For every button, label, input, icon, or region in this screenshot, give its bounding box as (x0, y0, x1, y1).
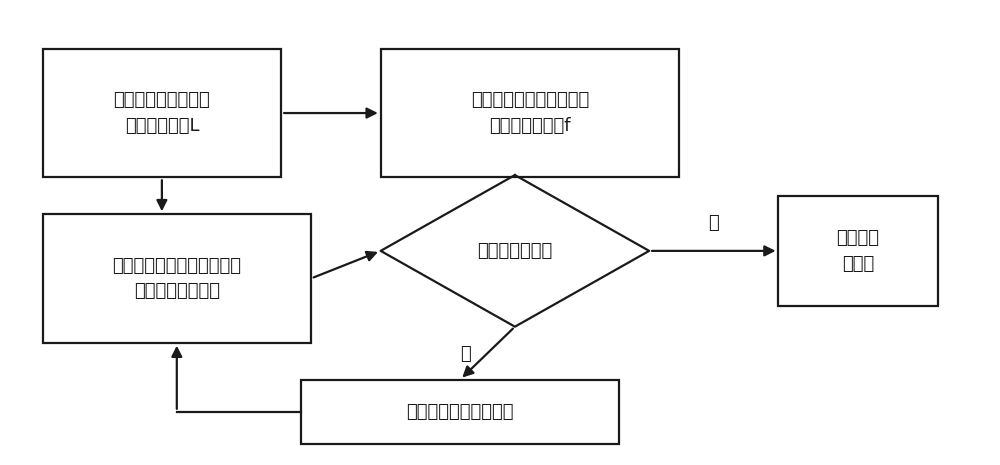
FancyBboxPatch shape (301, 379, 619, 444)
Text: 轮检测: 轮检测 (842, 254, 874, 272)
Text: 否: 否 (708, 214, 719, 232)
Text: 微控制器计算并设置最优: 微控制器计算并设置最优 (471, 92, 589, 109)
Text: 微控制器提高光源功率: 微控制器提高光源功率 (406, 403, 514, 421)
Text: 大于预设标准差: 大于预设标准差 (477, 242, 553, 260)
FancyBboxPatch shape (778, 196, 938, 306)
Text: 计算传感光纤尾端散射光信: 计算传感光纤尾端散射光信 (112, 257, 241, 275)
Text: 确定光纤长度L: 确定光纤长度L (125, 117, 199, 135)
Text: 号的标准差最大值: 号的标准差最大值 (134, 282, 220, 300)
Text: 传感光纤端点检测，: 传感光纤端点检测， (114, 92, 210, 109)
FancyBboxPatch shape (43, 214, 311, 343)
FancyBboxPatch shape (381, 49, 679, 177)
Text: 是: 是 (460, 345, 471, 363)
FancyBboxPatch shape (43, 49, 281, 177)
Text: 进行下一: 进行下一 (836, 229, 880, 247)
Text: 光脉冲重复频率f: 光脉冲重复频率f (489, 117, 571, 135)
